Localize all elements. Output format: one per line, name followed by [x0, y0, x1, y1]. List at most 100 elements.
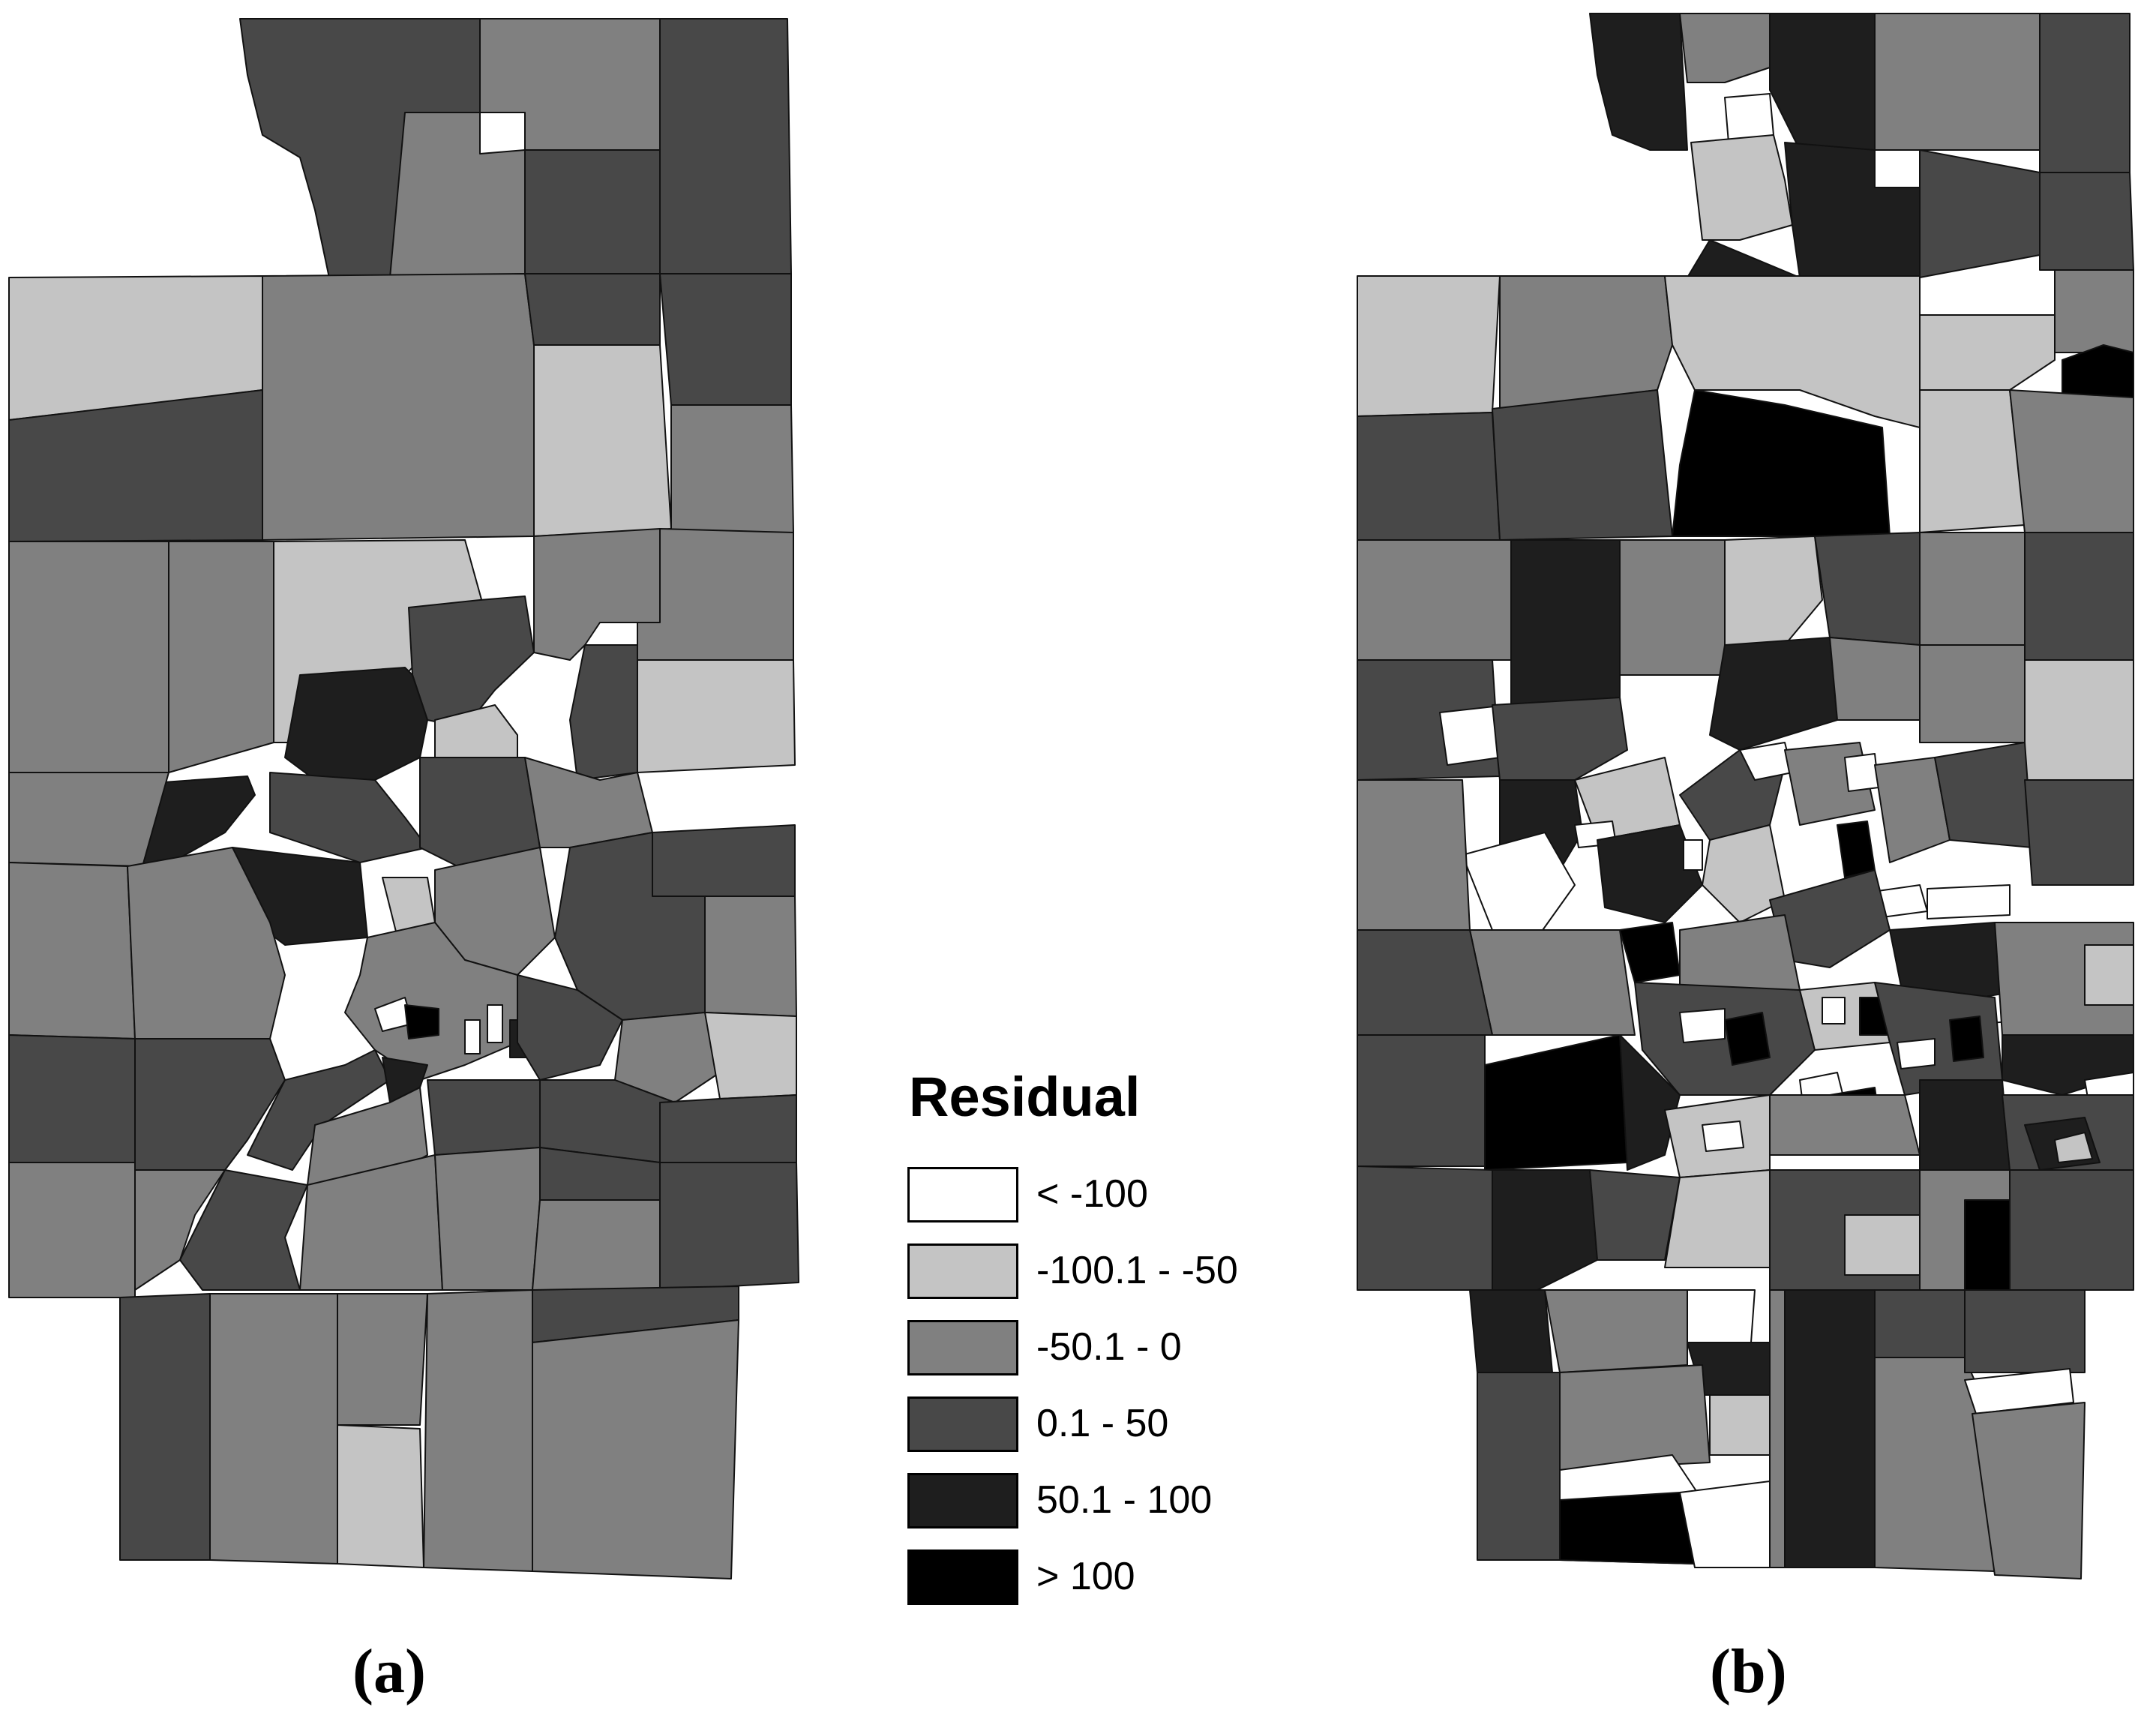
map-b-tract: [1357, 779, 1471, 931]
map-b-tract: [1919, 314, 2056, 391]
map-a-tract: [637, 659, 796, 773]
map-b-tract: [1822, 997, 1846, 1024]
legend-swatch: [907, 1473, 1018, 1528]
map-a-tract: [8, 541, 169, 773]
map-b-tract: [1683, 839, 1703, 871]
map-b-tract: [2009, 1169, 2134, 1291]
map-b-tract: [1484, 1034, 1628, 1171]
map-a-svg: [8, 18, 799, 1580]
map-b-tract: [1919, 1079, 2011, 1171]
map-b-tract: [2054, 269, 2134, 353]
legend-item: 50.1 - 100: [900, 1473, 1290, 1530]
panel-label-a: (a): [352, 1636, 426, 1706]
map-b-tract: [1919, 532, 2026, 646]
map-b-tract: [1559, 1364, 1711, 1471]
map-a-tract: [209, 1293, 338, 1564]
map-a-tract: [434, 1147, 541, 1291]
legend-swatch: [907, 1244, 1018, 1299]
map-b-tract: [1679, 13, 1771, 83]
map-a-tract: [8, 772, 169, 867]
map-a-tract: [637, 528, 794, 661]
map-b-tract: [1769, 1289, 1786, 1568]
map-b-tract: [1469, 1289, 1553, 1373]
map-b-tract: [1492, 389, 1673, 541]
map-b-tract: [1769, 13, 1876, 151]
map-b-tract: [1559, 1492, 1696, 1564]
map-b-tract: [2039, 172, 2134, 271]
map-a-tract: [404, 1004, 439, 1040]
map-a-tract: [659, 1162, 799, 1291]
map-b-tract: [1492, 1169, 1598, 1291]
map-b-tract: [1844, 753, 1879, 792]
map-a-tract: [659, 18, 792, 274]
map-a-tract: [524, 149, 661, 274]
legend-swatch: [907, 1167, 1018, 1222]
legend-swatch: [907, 1550, 1018, 1605]
map-b-tract: [2024, 779, 2134, 886]
residual-map-a: [0, 0, 825, 1612]
map-b-tract: [1619, 1034, 1681, 1171]
legend: Residual < -100 -100.1 - -50 -50.1 - 0 0…: [900, 1065, 1290, 1620]
map-a-tract: [524, 273, 661, 346]
map-a-tract: [659, 1094, 797, 1163]
map-b-tract: [1544, 1289, 1688, 1373]
map-b-tract: [1964, 1199, 2011, 1291]
map-a-tract: [8, 862, 136, 1040]
legend-label: 50.1 - 100: [1036, 1478, 1213, 1522]
map-b-tract: [1619, 539, 1726, 676]
map-a-tract: [670, 404, 794, 533]
map-b-tract: [1949, 1016, 1984, 1062]
map-a-tract: [269, 772, 428, 863]
map-a-tract: [464, 1019, 481, 1054]
legend-item: -100.1 - -50: [900, 1244, 1290, 1300]
map-a-tract: [247, 1049, 391, 1171]
map-b-tract: [1814, 532, 1921, 646]
map-b-tract: [1679, 1480, 1771, 1568]
legend-item: 0.1 - 50: [900, 1396, 1290, 1454]
legend-label: < -100: [1036, 1172, 1148, 1216]
map-a-tract: [652, 824, 796, 897]
map-b-tract: [2024, 659, 2134, 781]
map-b-tract: [1919, 149, 2041, 278]
map-b-tract: [1589, 13, 1688, 151]
map-b-tract: [1690, 134, 1793, 241]
map-b-tract: [1709, 1394, 1771, 1456]
map-a-tract: [262, 273, 535, 541]
map-a-tract: [533, 344, 672, 537]
map-b-tract: [1477, 1372, 1561, 1561]
map-a-tract: [408, 596, 535, 728]
map-b-tract: [1844, 1214, 1921, 1276]
panel-label-b: (b): [1710, 1636, 1787, 1706]
map-b-svg: [1357, 13, 2134, 1580]
map-b-tract: [1357, 1034, 1486, 1167]
map-b-tract: [1679, 1008, 1726, 1043]
map-b-tract: [1919, 389, 2026, 533]
map-b-tract: [1702, 824, 1786, 923]
map-b-tract: [1672, 389, 1891, 537]
map-a-tract: [479, 18, 661, 151]
map-b-tract: [1597, 824, 1703, 923]
map-b-tract: [1919, 644, 2026, 743]
map-a-tract: [487, 1004, 503, 1043]
legend-label: > 100: [1036, 1555, 1135, 1598]
map-b-tract: [1934, 742, 2033, 848]
map-a-tract: [704, 1012, 797, 1100]
map-a-tract: [389, 112, 526, 278]
map-a-tract: [284, 667, 428, 781]
map-b-tract: [1589, 1169, 1681, 1261]
map-a-tract: [517, 974, 623, 1081]
map-a-tract: [8, 389, 263, 542]
map-b-tract: [1357, 929, 1493, 1036]
map-b-tract: [1357, 275, 1501, 417]
map-b-tract: [1897, 1038, 1936, 1070]
map-b-tract: [1357, 1166, 1493, 1291]
map-b-tract: [1702, 1120, 1744, 1152]
map-b-tract: [1972, 1402, 2086, 1580]
map-b-tract: [1964, 1368, 2074, 1414]
legend-label: -50.1 - 0: [1036, 1325, 1182, 1369]
map-a-tract: [8, 1034, 136, 1163]
map-b-tract: [1357, 412, 1501, 541]
residual-map-b: [1350, 0, 2156, 1612]
map-b-tract: [1499, 275, 1673, 410]
map-a-tract: [704, 896, 797, 1017]
